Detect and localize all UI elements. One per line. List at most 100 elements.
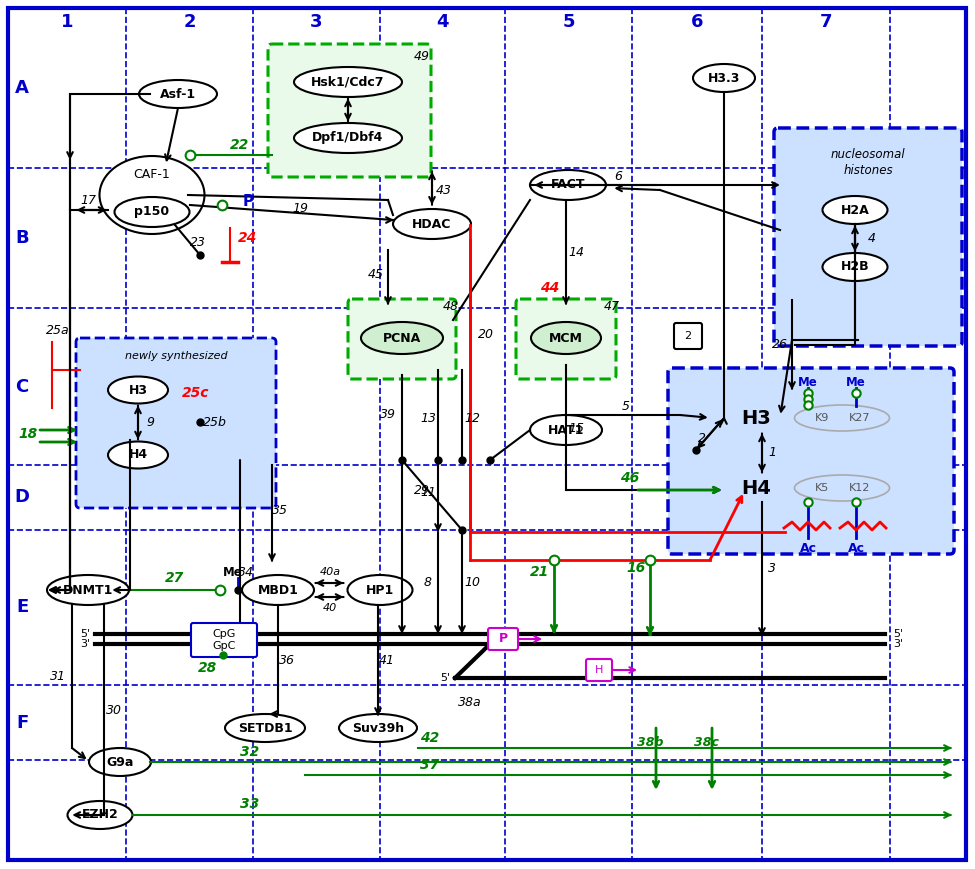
Text: 39: 39 <box>380 408 396 421</box>
Text: nucleosomal: nucleosomal <box>831 149 906 162</box>
Text: 31: 31 <box>50 669 66 682</box>
Text: CAF-1: CAF-1 <box>134 168 171 181</box>
Ellipse shape <box>795 475 889 501</box>
Text: Me: Me <box>846 375 866 388</box>
Text: K12: K12 <box>849 483 871 493</box>
FancyBboxPatch shape <box>488 628 518 650</box>
Text: 47: 47 <box>604 300 620 313</box>
Ellipse shape <box>339 714 417 742</box>
Text: 16: 16 <box>626 561 645 575</box>
Text: 5: 5 <box>563 13 574 31</box>
Text: K5: K5 <box>815 483 829 493</box>
Text: Dpf1/Dbf4: Dpf1/Dbf4 <box>312 131 384 144</box>
Text: 9: 9 <box>146 415 154 428</box>
Text: SETDB1: SETDB1 <box>238 721 292 734</box>
Text: 30: 30 <box>106 704 122 717</box>
Text: 14: 14 <box>568 246 584 258</box>
Ellipse shape <box>823 196 887 224</box>
Text: 36: 36 <box>279 653 295 667</box>
Text: 1: 1 <box>768 447 776 460</box>
Text: 41: 41 <box>379 653 395 667</box>
FancyBboxPatch shape <box>191 623 257 657</box>
Text: Me: Me <box>223 567 243 580</box>
Ellipse shape <box>530 415 602 445</box>
Text: H3.3: H3.3 <box>708 71 740 84</box>
Text: 35: 35 <box>272 503 288 516</box>
Text: 22: 22 <box>230 138 250 152</box>
Text: 20: 20 <box>478 328 494 342</box>
Ellipse shape <box>99 156 205 234</box>
Text: K27: K27 <box>849 413 871 423</box>
Text: 4: 4 <box>868 231 876 244</box>
Ellipse shape <box>693 64 755 92</box>
Text: PCNA: PCNA <box>383 331 421 344</box>
Ellipse shape <box>530 170 606 200</box>
Text: FACT: FACT <box>551 178 585 191</box>
FancyBboxPatch shape <box>668 368 954 554</box>
FancyBboxPatch shape <box>674 323 702 349</box>
Text: HAT1: HAT1 <box>548 423 584 436</box>
Ellipse shape <box>242 575 314 605</box>
Text: 40a: 40a <box>320 567 340 577</box>
Text: 34: 34 <box>238 567 254 580</box>
Text: 40: 40 <box>323 603 337 613</box>
Ellipse shape <box>114 197 189 227</box>
Text: C: C <box>16 377 28 395</box>
Text: 3': 3' <box>893 639 903 649</box>
Text: 3: 3 <box>768 561 776 574</box>
Text: 49: 49 <box>414 50 430 63</box>
Text: HP1: HP1 <box>366 583 394 596</box>
Text: MCM: MCM <box>549 331 583 344</box>
Text: 44: 44 <box>540 281 560 295</box>
Ellipse shape <box>361 322 443 354</box>
Ellipse shape <box>823 253 887 281</box>
FancyBboxPatch shape <box>348 299 456 379</box>
Text: 26: 26 <box>772 339 788 351</box>
Text: 32: 32 <box>241 745 259 759</box>
Text: 11: 11 <box>420 486 436 499</box>
Ellipse shape <box>795 405 889 431</box>
Ellipse shape <box>67 801 133 829</box>
Text: 6: 6 <box>614 169 622 182</box>
Text: Me: Me <box>799 375 818 388</box>
Ellipse shape <box>393 209 471 239</box>
Text: 45: 45 <box>368 269 384 282</box>
Text: H2A: H2A <box>840 203 870 216</box>
Text: 13: 13 <box>420 412 436 424</box>
Text: 12: 12 <box>464 412 480 424</box>
Text: 23: 23 <box>190 235 206 249</box>
Text: 19: 19 <box>292 202 308 215</box>
Text: DNMT1: DNMT1 <box>62 583 113 596</box>
Text: 38a: 38a <box>458 696 482 709</box>
Text: 18: 18 <box>19 427 38 441</box>
Text: 48: 48 <box>443 300 459 313</box>
Text: 37: 37 <box>420 758 440 772</box>
Text: 5: 5 <box>622 400 630 413</box>
Text: newly synthesized: newly synthesized <box>125 351 227 361</box>
Text: H3: H3 <box>741 408 771 428</box>
Text: MBD1: MBD1 <box>257 583 298 596</box>
Text: Ac: Ac <box>800 541 816 554</box>
Text: 3: 3 <box>310 13 323 31</box>
Text: 21: 21 <box>530 565 550 579</box>
Text: 5': 5' <box>440 673 450 683</box>
Ellipse shape <box>294 67 402 97</box>
Text: p150: p150 <box>135 205 170 218</box>
Text: E: E <box>16 599 28 616</box>
Text: 43: 43 <box>436 183 452 196</box>
Ellipse shape <box>108 376 168 403</box>
Text: 2: 2 <box>183 13 196 31</box>
Text: F: F <box>16 713 28 732</box>
Text: 4: 4 <box>436 13 448 31</box>
Text: 5': 5' <box>893 629 903 639</box>
Text: 38b: 38b <box>637 735 663 748</box>
Ellipse shape <box>531 322 601 354</box>
Text: 25c: 25c <box>182 386 210 400</box>
Text: 27: 27 <box>166 571 184 585</box>
Text: 38c: 38c <box>693 735 719 748</box>
Text: CpG: CpG <box>213 629 236 639</box>
Text: 25a: 25a <box>46 323 70 336</box>
FancyBboxPatch shape <box>774 128 962 346</box>
Text: H: H <box>595 665 604 675</box>
Ellipse shape <box>108 441 168 468</box>
